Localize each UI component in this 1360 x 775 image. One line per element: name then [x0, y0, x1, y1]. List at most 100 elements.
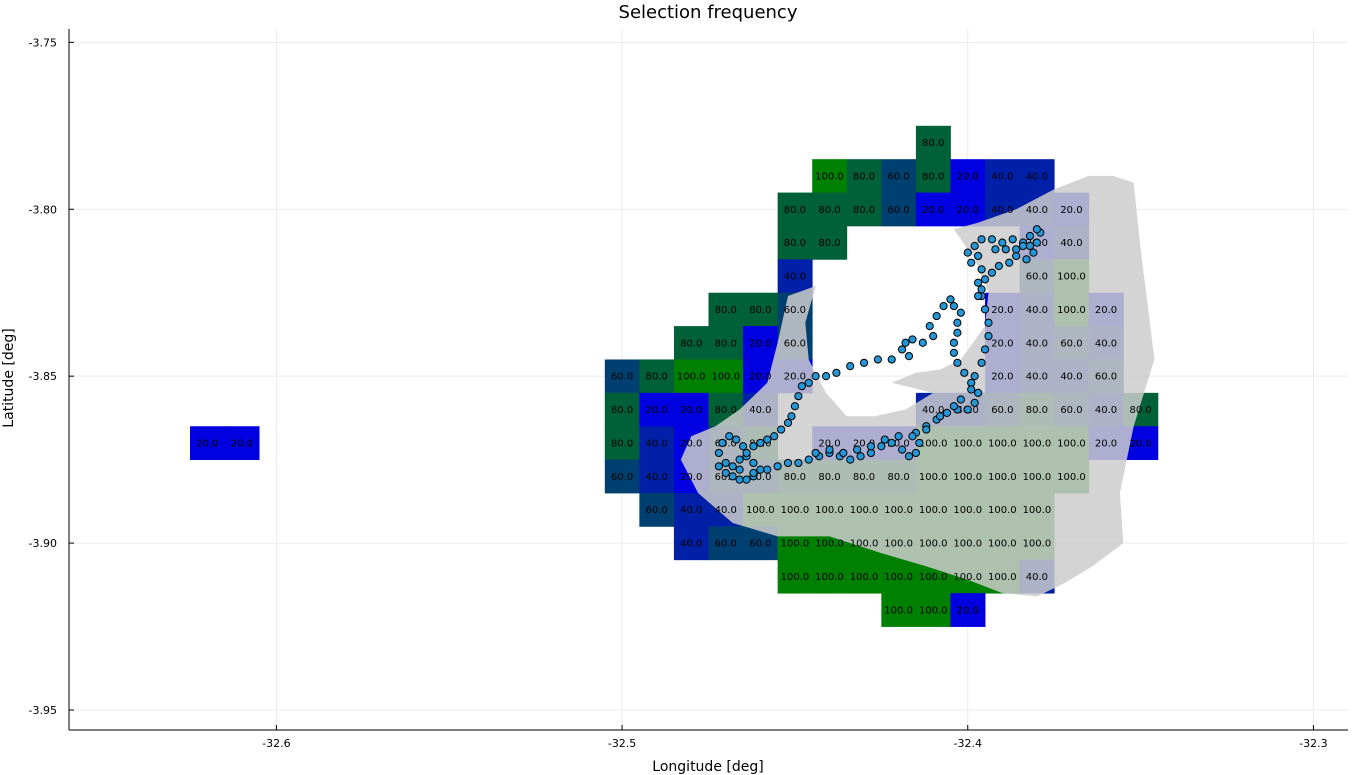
track-point	[984, 332, 993, 341]
heatmap-cell	[950, 159, 986, 193]
heatmap-cell	[743, 292, 779, 327]
track-point	[787, 412, 796, 421]
cell-value-label: 100.0	[815, 171, 844, 182]
cell-value-label: 80.0	[818, 472, 840, 483]
cell-value-label: 100.0	[919, 438, 948, 449]
track-point	[732, 435, 741, 444]
track-point	[832, 368, 841, 377]
cell-value-label: 100.0	[677, 372, 706, 383]
track-point	[974, 251, 983, 261]
cell-value-label: 60.0	[749, 472, 771, 483]
heatmap-cell	[604, 459, 640, 494]
track-point	[735, 455, 744, 464]
cell-value-label: 80.0	[611, 405, 633, 416]
cell-value-label: 20.0	[196, 438, 218, 449]
track-point	[725, 432, 734, 441]
cell-value-label: 40.0	[646, 438, 668, 449]
track-point	[1032, 238, 1041, 247]
cell-value-label: 100.0	[815, 572, 844, 583]
track-point	[953, 358, 962, 367]
cell-value-label: 100.0	[953, 539, 982, 550]
heatmap-cell	[708, 526, 744, 561]
track-point	[877, 442, 886, 451]
track-point	[1012, 245, 1021, 254]
y-tick-label: -3.75	[29, 36, 57, 49]
cell-value-label: 100.0	[953, 572, 982, 583]
cell-value-label: 60.0	[715, 539, 737, 550]
track-point	[856, 452, 865, 461]
track-point	[714, 448, 723, 458]
track-point	[901, 338, 910, 347]
track-point	[963, 405, 972, 414]
track-point	[960, 368, 969, 377]
cell-value-label: 20.0	[991, 338, 1013, 349]
cell-value-label: 80.0	[680, 338, 702, 349]
cell-value-label: 60.0	[715, 472, 737, 483]
track-point	[749, 468, 758, 478]
cell-value-label: 60.0	[1026, 272, 1048, 283]
track-point	[970, 241, 979, 251]
cell-value-label: 100.0	[884, 572, 913, 583]
heatmap-cell	[639, 392, 675, 427]
track-point	[728, 462, 737, 471]
track-point	[714, 462, 723, 471]
track-point	[922, 425, 931, 434]
cell-value-label: 20.0	[1095, 438, 1117, 449]
cell-value-label: 100.0	[1057, 472, 1086, 483]
cell-value-labels: 80.0 100.0 80.0 60.0 80.0 20.0 40.0 40.0 80.0 80.…	[196, 138, 1152, 616]
track-point	[773, 462, 782, 471]
cell-value-label: 80.0	[818, 205, 840, 216]
cell-value-label: 20.0	[231, 438, 253, 449]
cell-value-label: 80.0	[749, 305, 771, 316]
cell-value-label: 100.0	[988, 505, 1017, 516]
track-point	[794, 392, 803, 401]
cell-value-label: 80.0	[784, 205, 806, 216]
cell-value-label: 20.0	[1129, 438, 1151, 449]
cell-value-label: 80.0	[853, 472, 875, 483]
cell-value-label: 60.0	[784, 338, 806, 349]
heatmap-cell	[673, 526, 709, 561]
cell-value-label: 20.0	[680, 438, 702, 449]
cell-value-label: 100.0	[988, 472, 1017, 483]
cell-value-label: 40.0	[749, 405, 771, 416]
heatmap-cell	[673, 359, 709, 394]
cell-value-label: 100.0	[1057, 305, 1086, 316]
cell-value-label: 100.0	[919, 472, 948, 483]
cell-value-label: 80.0	[887, 472, 909, 483]
cell-value-label: 20.0	[1095, 305, 1117, 316]
track-point	[956, 395, 965, 404]
heatmap-cell	[812, 225, 848, 260]
cell-value-label: 100.0	[711, 372, 740, 383]
cell-value-label: 100.0	[988, 539, 1017, 550]
track-point	[756, 438, 765, 448]
track-point	[984, 318, 993, 327]
track-point	[970, 398, 979, 407]
track-point	[1008, 235, 1017, 244]
cell-value-label: 60.0	[749, 539, 771, 550]
track-point	[728, 472, 737, 481]
heatmap-cell	[604, 359, 640, 394]
cell-value-label: 20.0	[1060, 205, 1082, 216]
track-point	[897, 445, 907, 454]
track-point	[887, 355, 896, 364]
cell-value-label: 100.0	[850, 572, 879, 583]
track-point	[980, 345, 990, 354]
cell-value-label: 100.0	[884, 605, 913, 616]
cell-value-label: 100.0	[1057, 438, 1086, 449]
cell-value-label: 100.0	[1023, 438, 1052, 449]
heatmap-cell	[915, 192, 951, 227]
cell-value-label: 100.0	[884, 539, 913, 550]
track-point	[939, 301, 948, 311]
x-tick-label: -32.6	[262, 737, 290, 750]
cell-value-label: 60.0	[611, 372, 633, 383]
cell-value-label: 100.0	[781, 572, 810, 583]
cell-value-label: 80.0	[853, 171, 875, 182]
cell-value-label: 100.0	[919, 605, 948, 616]
track-point	[1025, 241, 1035, 251]
cell-value-label: 80.0	[853, 205, 875, 216]
cell-value-label: 40.0	[1026, 372, 1048, 383]
heatmap-cell	[881, 593, 917, 627]
cell-value-label: 100.0	[850, 505, 879, 516]
track-point	[839, 448, 848, 458]
track-point	[925, 321, 934, 331]
